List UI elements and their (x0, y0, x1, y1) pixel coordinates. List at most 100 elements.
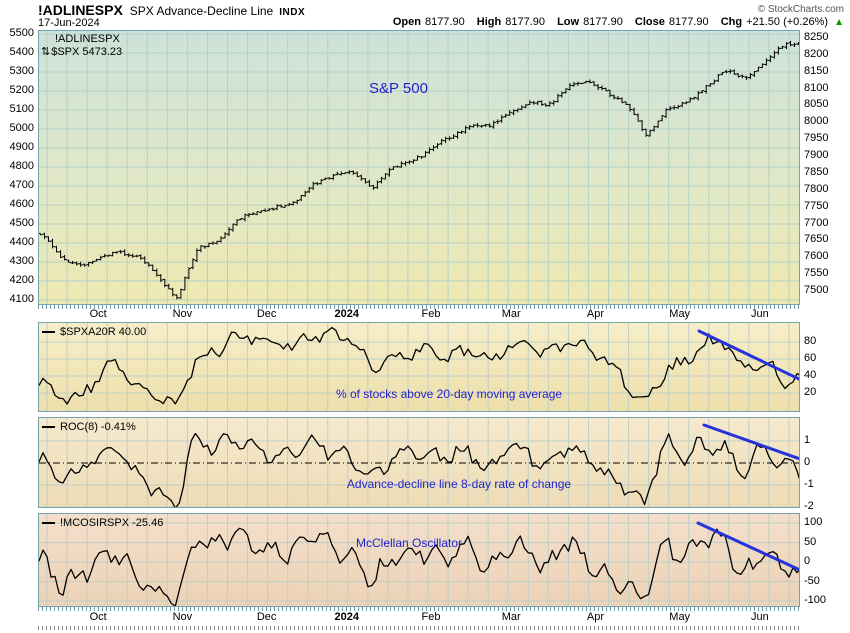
y-axis-label: 100 (804, 516, 823, 528)
low-value: 8177.90 (583, 16, 623, 28)
y-axis-label: 4500 (9, 217, 34, 229)
indicator-series (39, 432, 799, 507)
daily-ticks-strip (38, 626, 800, 630)
month-label: 2024 (334, 611, 360, 623)
y-axis-label: 20 (804, 386, 817, 398)
grid (39, 418, 799, 507)
month-label: Nov (172, 611, 193, 623)
y-axis-label: 4400 (9, 236, 34, 248)
y-axis-label: 4600 (9, 198, 34, 210)
grid (39, 31, 799, 304)
spxa20r-annotation: % of stocks above 20-day moving average (335, 387, 563, 401)
chart-date: 17-Jun-2024 (38, 17, 100, 29)
month-label: Oct (89, 308, 107, 320)
mcclellan-plot (39, 514, 799, 606)
month-label: Feb (421, 308, 441, 320)
month-axis-top: Oct Nov Dec 2024 Feb Mar Apr May Jun (0, 308, 850, 321)
y-axis-label: 40 (804, 369, 817, 381)
month-label: Nov (172, 308, 193, 320)
price-legend-symbol: !ADLINESPX (55, 33, 120, 45)
y-axis-label: -1 (804, 478, 814, 490)
roc-legend: ROC(8) -0.41% (42, 421, 136, 433)
quote-row: Open 8177.90 High 8177.90 Low 8177.90 Close… (384, 16, 844, 28)
month-label: Jun (751, 308, 769, 320)
roc-panel: ROC(8) -0.41% Advance-decline line 8-day… (38, 417, 800, 508)
y-axis-label: -2 (804, 500, 814, 512)
up-triangle-icon: ▲ (834, 17, 844, 28)
copyright-link[interactable]: © StockCharts.com (757, 4, 844, 15)
chg-label: Chg (720, 16, 743, 28)
open-label: Open (392, 16, 421, 28)
y-axis-label: 7500 (804, 284, 829, 296)
y-axis-label: 7750 (804, 200, 829, 212)
roc-plot (39, 418, 799, 507)
month-label: May (669, 611, 691, 623)
y-axis-label: 4100 (9, 293, 34, 305)
y-axis-label: 4800 (9, 160, 34, 172)
close-label: Close (634, 16, 665, 28)
y-axis-label: 5500 (9, 27, 34, 39)
line-swatch-icon (42, 331, 55, 333)
mcclellan-annotation: McClellan Oscillator (355, 536, 463, 550)
line-swatch-icon (42, 426, 55, 428)
overlay-label: $SPX 5473.23 (51, 46, 123, 58)
open-value: 8177.90 (424, 16, 465, 28)
roc-annotation: Advance-decline line 8-day rate of chang… (346, 477, 572, 491)
exchange-label: INDX (279, 7, 306, 18)
high-label: High (476, 16, 502, 28)
price-panel: !ADLINESPX ⇅$SPX 5473.23 S&P 500 (38, 30, 800, 305)
y-axis-label: 5200 (9, 84, 34, 96)
y-axis-label: 7950 (804, 132, 829, 144)
daily-ticks-strip (38, 607, 800, 611)
month-label: Jun (751, 611, 769, 623)
y-axis-label: 50 (804, 536, 817, 548)
month-axis-bottom: Oct Nov Dec 2024 Feb Mar Apr May Jun (0, 611, 850, 624)
roc-legend-text: ROC(8) -0.41% (60, 421, 136, 433)
y-axis-label: 7550 (804, 267, 829, 279)
sp500-annotation: S&P 500 (369, 80, 428, 97)
y-axis-label: 5000 (9, 122, 34, 134)
y-axis-label: 8000 (804, 115, 829, 127)
month-label: Dec (256, 308, 277, 320)
spxa20r-legend: $SPXA20R 40.00 (42, 326, 146, 338)
y-axis-label: 7800 (804, 183, 829, 195)
y-axis-label: 8050 (804, 98, 829, 110)
symbol-title: !ADLINESPX (38, 2, 123, 18)
month-label: Apr (586, 308, 605, 320)
y-axis-label: 7900 (804, 149, 829, 161)
spxa20r-panel: $SPXA20R 40.00 % of stocks above 20-day … (38, 322, 800, 412)
y-axis-label: 4700 (9, 179, 34, 191)
spxa20r-legend-text: $SPXA20R 40.00 (60, 326, 147, 338)
month-label: Oct (89, 611, 107, 623)
month-label: Feb (421, 611, 441, 623)
y-axis-label: 80 (804, 335, 817, 347)
y-axis-label: 5100 (9, 103, 34, 115)
month-label: May (669, 308, 691, 320)
grid (39, 323, 799, 411)
grid (39, 514, 799, 606)
daily-ticks-strip (38, 305, 800, 309)
y-axis-label: 0 (804, 555, 811, 567)
y-axis-label: 60 (804, 352, 817, 364)
trendline (697, 329, 799, 381)
high-value: 8177.90 (505, 16, 545, 28)
indicator-series (39, 326, 799, 405)
close-value: 8177.90 (668, 16, 709, 28)
line-swatch-icon (42, 522, 55, 524)
y-axis-label: -100 (804, 594, 827, 606)
month-label: 2024 (334, 308, 360, 320)
y-axis-label: 0 (804, 456, 811, 468)
mcclellan-legend-text: !MCOSIRSPX -25.46 (60, 517, 164, 529)
y-axis-label: 8150 (804, 65, 829, 77)
y-axis-label: 7850 (804, 166, 829, 178)
y-axis-label: 7700 (804, 217, 829, 229)
y-axis-label: 8250 (804, 31, 829, 43)
month-label: Mar (501, 308, 521, 320)
mcclellan-legend: !MCOSIRSPX -25.46 (42, 517, 163, 529)
y-axis-label: 4200 (9, 274, 34, 286)
y-axis-label: 4300 (9, 255, 34, 267)
chart-header: !ADLINESPX SPX Advance-Decline Line INDX (38, 2, 305, 20)
price-series (39, 40, 799, 300)
y-axis-label: 5400 (9, 46, 34, 58)
